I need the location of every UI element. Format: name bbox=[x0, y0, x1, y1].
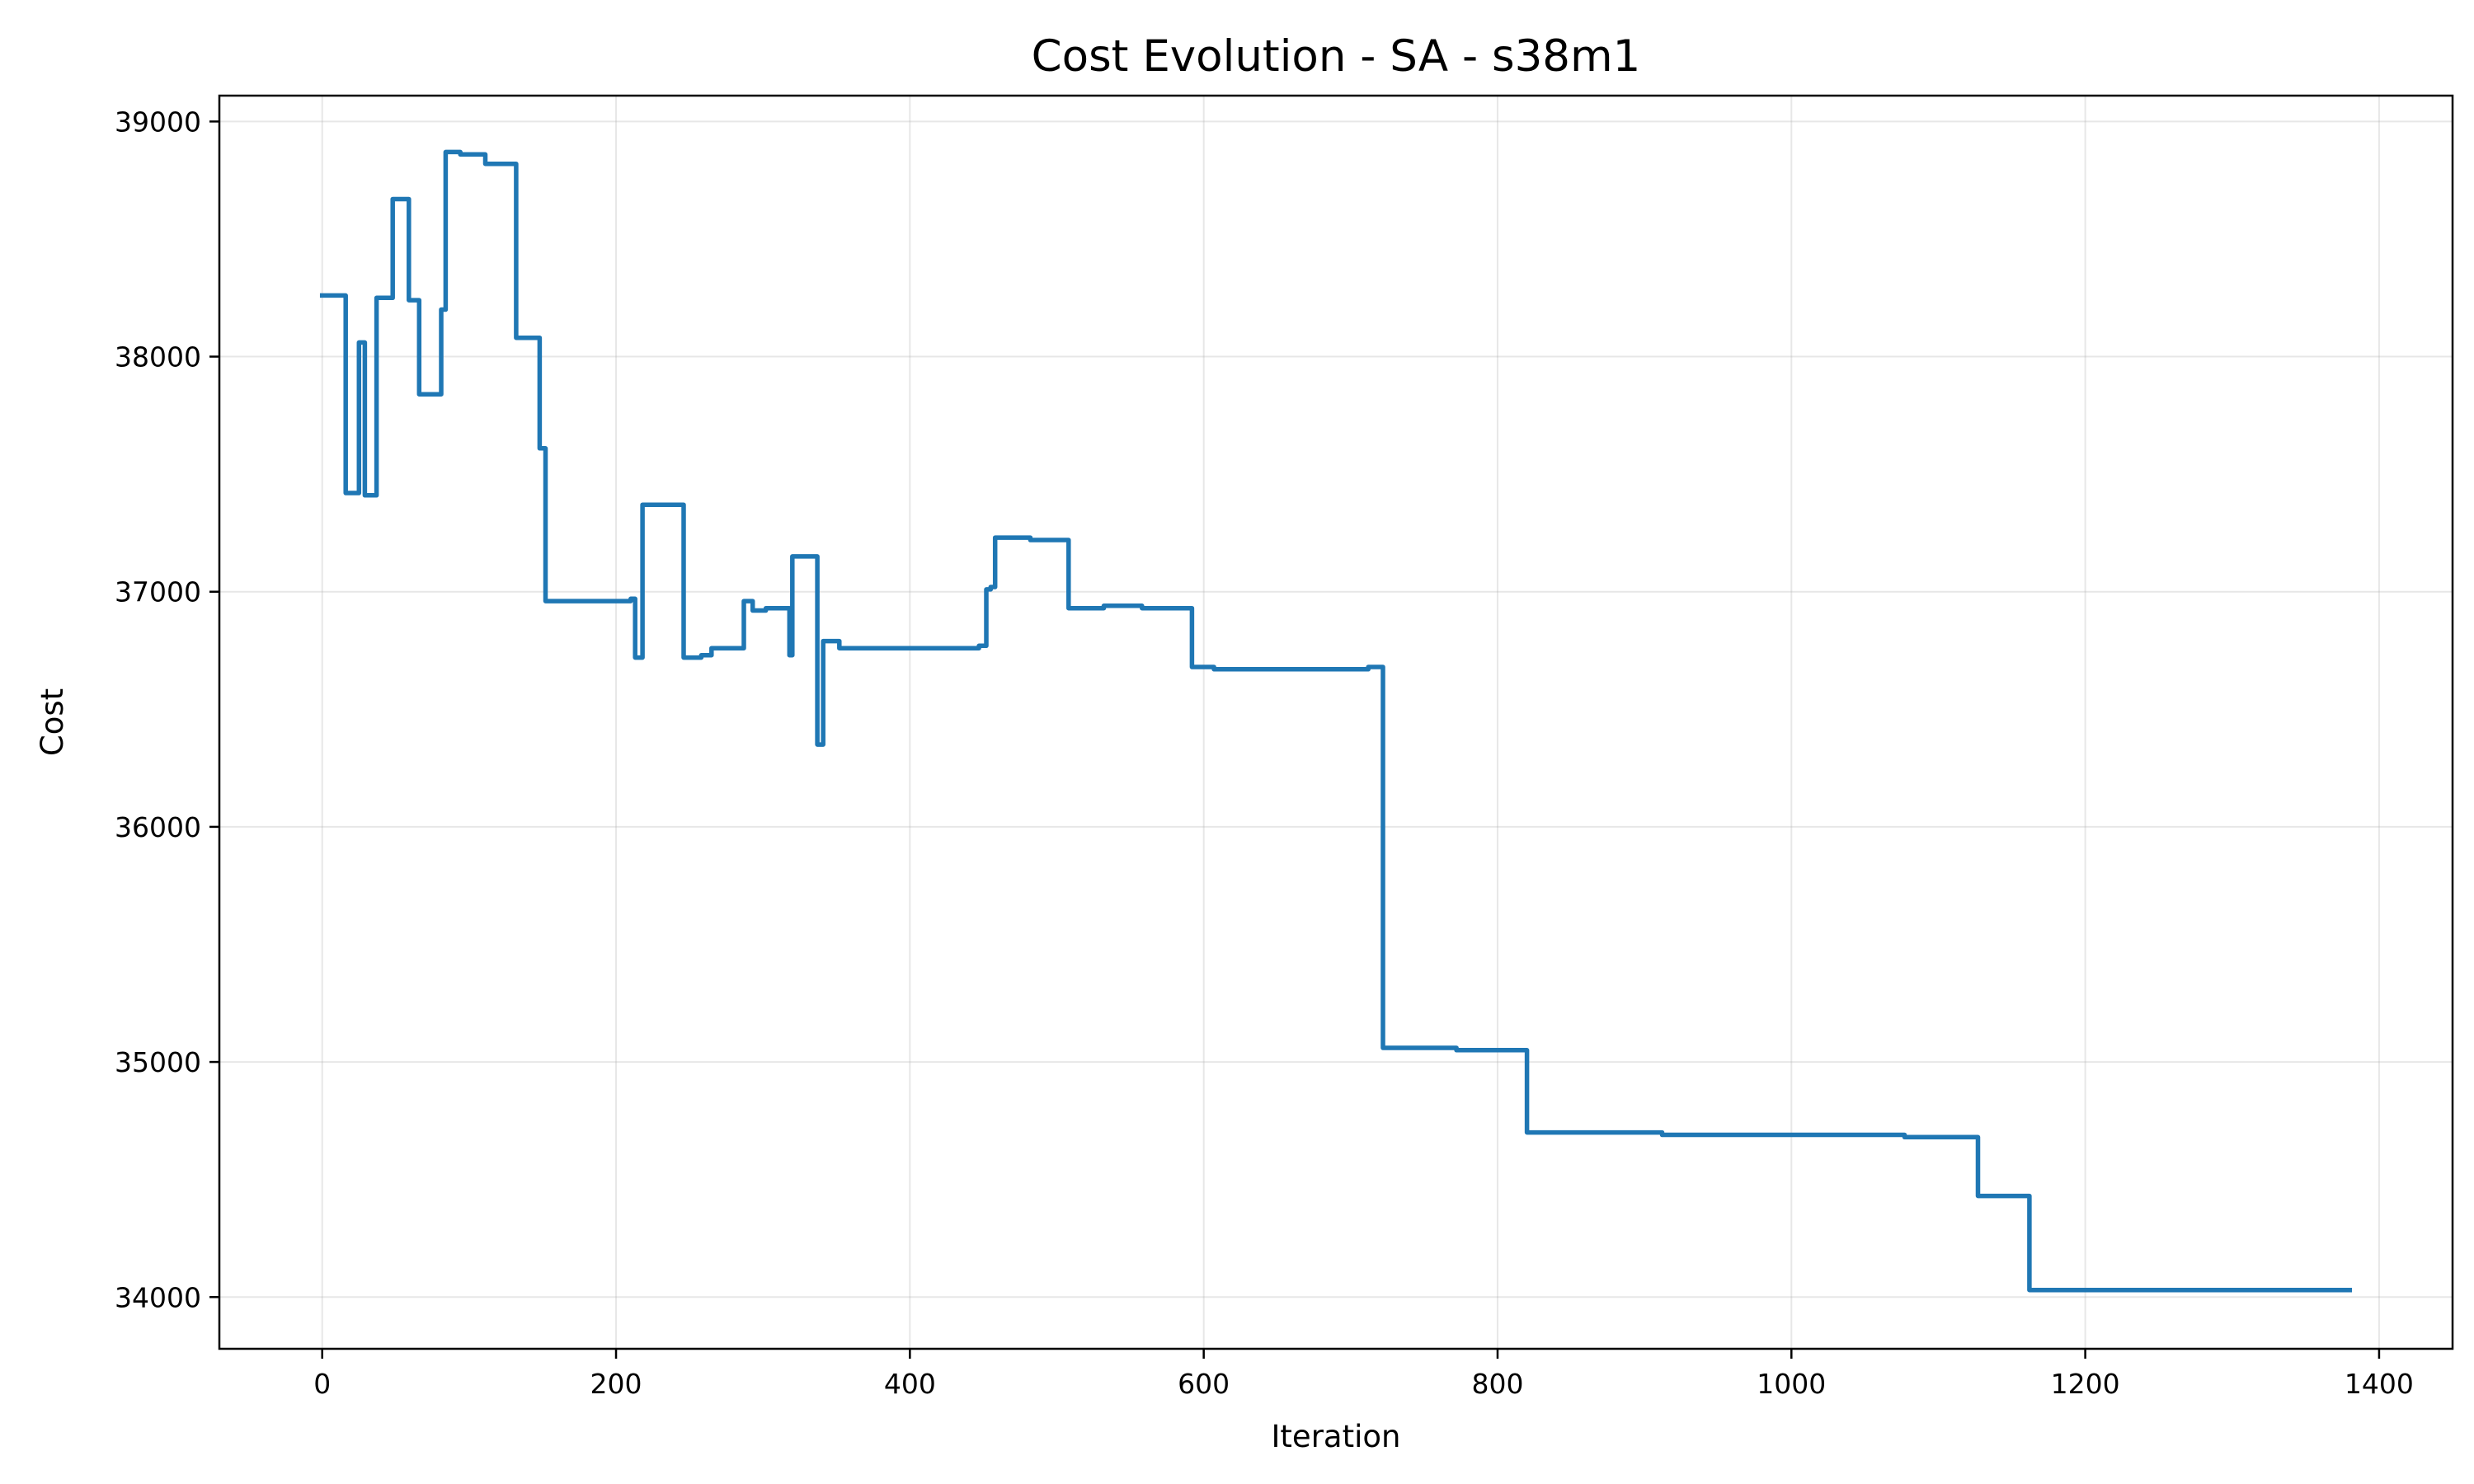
x-tick-label: 600 bbox=[1178, 1368, 1230, 1400]
x-tick-label: 200 bbox=[590, 1368, 642, 1400]
x-tick-label: 1000 bbox=[1757, 1368, 1826, 1400]
y-axis-label: Cost bbox=[35, 688, 70, 756]
x-tick-label: 1400 bbox=[2345, 1368, 2414, 1400]
y-tick-label: 36000 bbox=[115, 811, 201, 843]
y-tick-label: 39000 bbox=[115, 106, 201, 138]
y-tick-label: 37000 bbox=[115, 576, 201, 608]
grid-lines bbox=[219, 96, 2453, 1349]
x-tick-label: 400 bbox=[884, 1368, 936, 1400]
x-tick-label: 800 bbox=[1471, 1368, 1523, 1400]
plot-area-frame bbox=[218, 94, 2454, 1350]
cost-series-line bbox=[319, 149, 2353, 1293]
y-tick-label: 35000 bbox=[115, 1046, 201, 1078]
y-tick-label: 38000 bbox=[115, 341, 201, 373]
y-axis-ticks: 34000 35000 36000 37000 38000 39000 bbox=[115, 106, 219, 1313]
x-tick-label: 1200 bbox=[2051, 1368, 2120, 1400]
x-tick-label: 0 bbox=[313, 1368, 331, 1400]
y-tick-label: 34000 bbox=[115, 1281, 201, 1313]
x-axis-ticks: 0 200 400 600 800 1000 1200 1400 bbox=[313, 1349, 2414, 1400]
chart-title: Cost Evolution - SA - s38m1 bbox=[1032, 31, 1641, 82]
x-axis-label: Iteration bbox=[1272, 1419, 1401, 1454]
